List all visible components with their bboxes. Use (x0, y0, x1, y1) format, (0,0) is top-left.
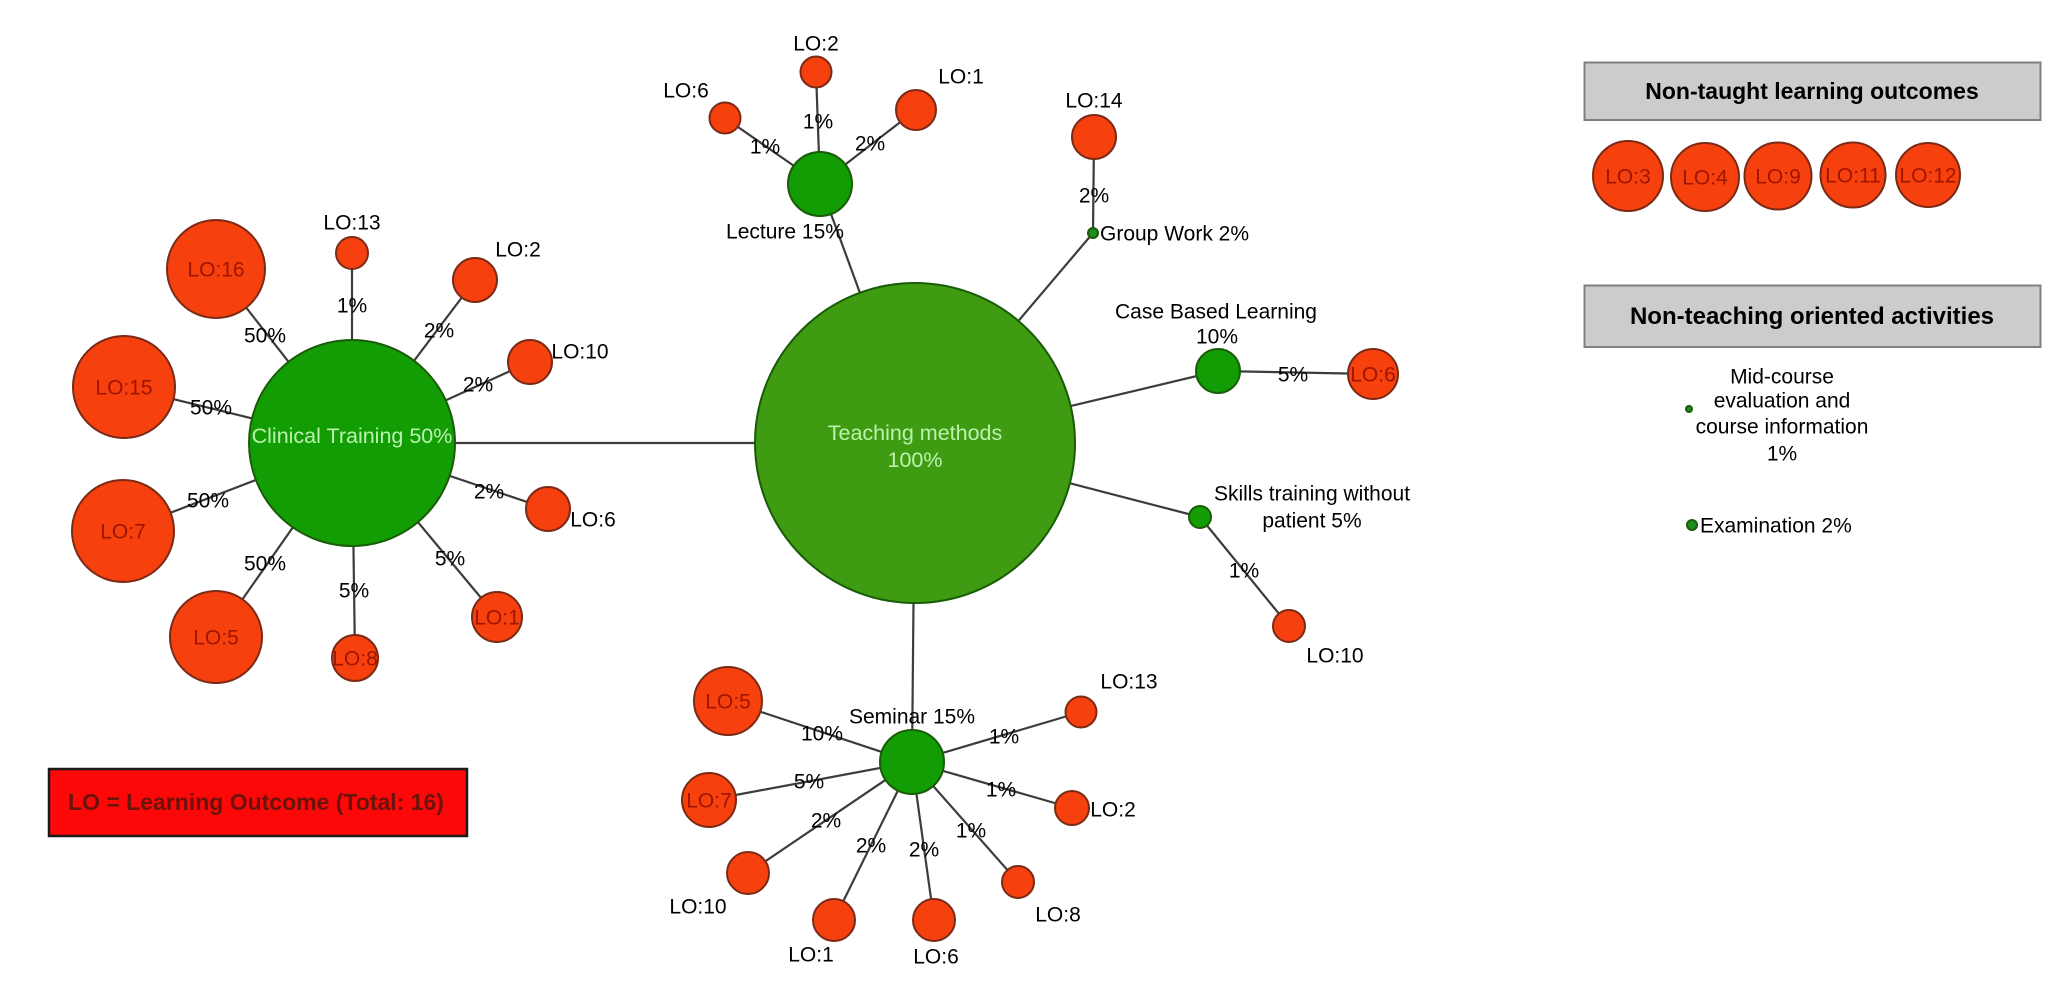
svg-text:LO:7: LO:7 (686, 790, 732, 813)
svg-text:Group Work 2%: Group Work 2% (1100, 223, 1249, 246)
svg-text:LO:6: LO:6 (913, 946, 959, 969)
svg-text:LO:2: LO:2 (1090, 799, 1136, 822)
svg-text:5%: 5% (435, 548, 465, 571)
svg-text:LO:11: LO:11 (1825, 165, 1881, 188)
svg-text:LO:5: LO:5 (705, 691, 751, 714)
svg-text:Non-teaching oriented activiti: Non-teaching oriented activities (1630, 303, 1994, 330)
svg-text:course information: course information (1696, 416, 1869, 439)
svg-text:100%: 100% (888, 448, 943, 472)
svg-text:Case Based Learning: Case Based Learning (1115, 301, 1317, 324)
svg-text:1%: 1% (803, 111, 833, 134)
svg-text:50%: 50% (190, 397, 232, 420)
svg-text:LO:6: LO:6 (663, 80, 709, 103)
svg-text:LO:14: LO:14 (1065, 90, 1123, 113)
svg-text:LO:6: LO:6 (570, 509, 616, 532)
svg-text:1%: 1% (1767, 443, 1797, 466)
svg-text:LO:10: LO:10 (1306, 645, 1363, 668)
svg-text:LO:9: LO:9 (1755, 166, 1801, 189)
svg-text:LO:6: LO:6 (1350, 364, 1396, 387)
svg-text:1%: 1% (1229, 560, 1259, 583)
svg-text:50%: 50% (244, 553, 286, 576)
svg-text:1%: 1% (750, 136, 780, 159)
svg-text:5%: 5% (1278, 364, 1308, 387)
svg-text:LO:8: LO:8 (332, 648, 378, 671)
svg-text:2%: 2% (1079, 185, 1109, 208)
svg-text:2%: 2% (811, 810, 841, 833)
svg-text:5%: 5% (794, 771, 824, 794)
svg-text:LO:5: LO:5 (193, 627, 239, 650)
svg-text:LO:1: LO:1 (474, 607, 520, 630)
svg-text:1%: 1% (337, 295, 367, 318)
svg-text:2%: 2% (856, 835, 886, 858)
svg-text:Mid-course: Mid-course (1730, 366, 1834, 389)
svg-text:1%: 1% (986, 779, 1016, 802)
svg-text:Non-taught learning outcomes: Non-taught learning outcomes (1645, 78, 1979, 104)
svg-text:50%: 50% (187, 490, 229, 513)
svg-text:10%: 10% (1196, 326, 1238, 349)
svg-text:evaluation and: evaluation and (1714, 390, 1851, 413)
svg-text:Examination 2%: Examination 2% (1700, 515, 1852, 538)
svg-text:LO:15: LO:15 (95, 377, 152, 400)
svg-text:LO = Learning Outcome (Total:: LO = Learning Outcome (Total: 16) (68, 789, 444, 815)
svg-text:patient 5%: patient 5% (1262, 510, 1361, 533)
svg-text:Clinical Training 50%: Clinical Training 50% (252, 424, 453, 448)
svg-text:LO:13: LO:13 (323, 212, 380, 235)
svg-text:Teaching methods: Teaching methods (828, 421, 1003, 445)
svg-text:LO:8: LO:8 (1035, 904, 1081, 927)
svg-text:LO:3: LO:3 (1605, 166, 1651, 189)
svg-text:Skills training without: Skills training without (1214, 483, 1410, 506)
svg-text:50%: 50% (244, 325, 286, 348)
svg-text:2%: 2% (424, 320, 454, 343)
svg-text:LO:2: LO:2 (495, 239, 541, 262)
svg-text:Lecture 15%: Lecture 15% (726, 221, 844, 244)
svg-text:LO:1: LO:1 (788, 944, 834, 967)
svg-text:LO:13: LO:13 (1100, 671, 1157, 694)
svg-text:LO:2: LO:2 (793, 33, 839, 56)
svg-text:10%: 10% (801, 723, 843, 746)
svg-text:5%: 5% (339, 580, 369, 603)
svg-text:1%: 1% (989, 726, 1019, 749)
svg-text:LO:4: LO:4 (1682, 167, 1728, 190)
svg-text:LO:1: LO:1 (938, 66, 984, 89)
svg-text:2%: 2% (474, 481, 504, 504)
svg-text:LO:10: LO:10 (551, 341, 608, 364)
svg-text:LO:10: LO:10 (669, 896, 726, 919)
svg-text:2%: 2% (855, 133, 885, 156)
svg-text:LO:16: LO:16 (187, 259, 244, 282)
svg-text:LO:7: LO:7 (100, 521, 146, 544)
svg-text:1%: 1% (956, 820, 986, 843)
svg-text:2%: 2% (463, 374, 493, 397)
svg-text:Seminar 15%: Seminar 15% (849, 706, 975, 729)
svg-text:2%: 2% (909, 839, 939, 862)
svg-text:LO:12: LO:12 (1899, 165, 1956, 188)
